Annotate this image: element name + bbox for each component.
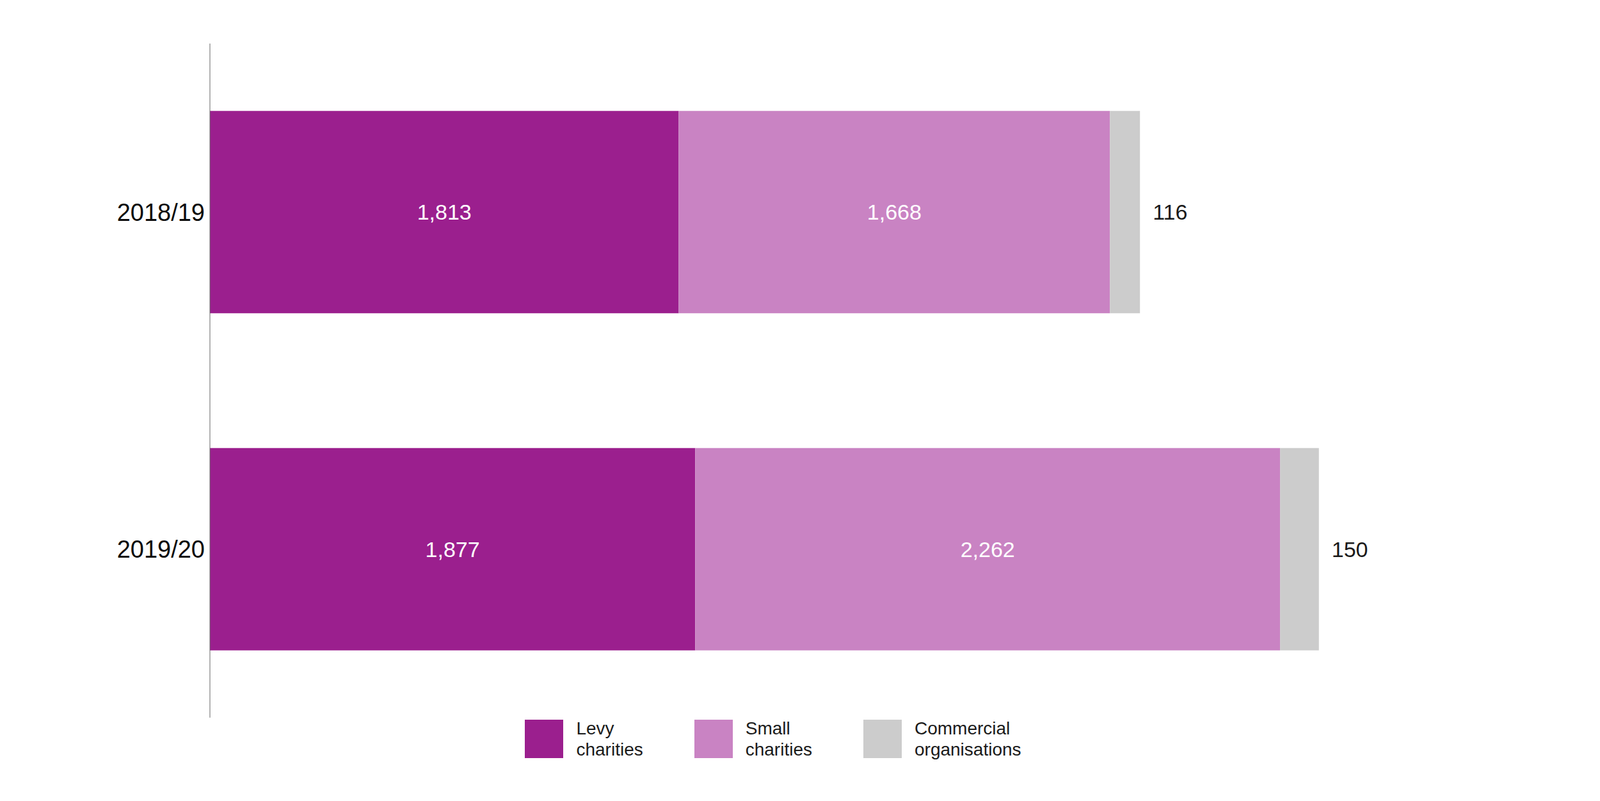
svg-text:150: 150 (1331, 536, 1369, 562)
html-text:charities: charities (745, 739, 813, 760)
html-text:charities: charities (576, 739, 644, 760)
svg-text:2019/20: 2019/20 (117, 535, 205, 563)
html-text:Small: Small (745, 717, 791, 738)
svg-text:2,262: 2,262 (960, 536, 1016, 562)
svg-text:2018/19: 2018/19 (117, 199, 205, 226)
svg-text:116: 116 (1152, 199, 1188, 224)
html-text:organisations: organisations (914, 739, 1022, 760)
svg-text:1,813: 1,813 (417, 199, 472, 224)
svg-text:1,877: 1,877 (425, 536, 480, 562)
html-text:Levy: Levy (576, 717, 615, 738)
html-text:Commercial: Commercial (914, 717, 1011, 738)
svg-text:1,668: 1,668 (867, 199, 922, 224)
